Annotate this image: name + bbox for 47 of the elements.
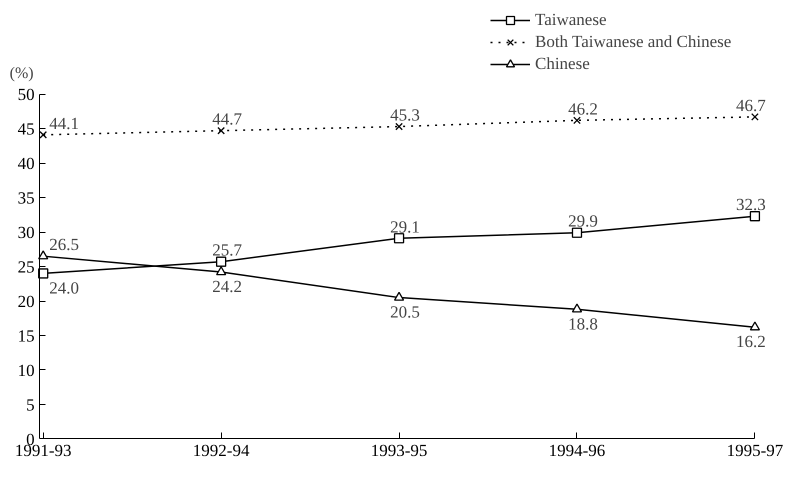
data-label: 24.2	[212, 277, 242, 296]
point	[572, 303, 582, 313]
data-label: 24.0	[49, 278, 79, 298]
legend-label: Taiwanese	[535, 10, 606, 30]
y-tick-label: 30	[18, 223, 35, 242]
y-tick-label: 45	[18, 120, 35, 139]
legend-label: Chinese	[535, 54, 590, 74]
data-label: 46.2	[568, 99, 598, 118]
point	[573, 116, 581, 124]
y-tick-label: 15	[18, 326, 35, 346]
y-axis-title: (%)	[10, 65, 34, 82]
point	[394, 292, 404, 301]
y-tick-label: 20	[18, 292, 35, 312]
data-label: 44.7	[212, 110, 243, 129]
x-tick-label: 1992-94	[192, 440, 250, 460]
data-label: 46.7	[736, 96, 766, 115]
y-tick-label: 50	[18, 85, 35, 104]
point	[394, 233, 404, 244]
y-tick-label: 5	[26, 395, 35, 414]
data-label: 29.1	[390, 217, 420, 236]
point	[395, 122, 403, 130]
data-label: 18.8	[568, 314, 598, 334]
y-tick-label: 25	[18, 258, 35, 277]
x-tick-label: 1995-97	[726, 440, 784, 460]
point	[750, 321, 760, 330]
y-tick-label: 10	[18, 360, 35, 380]
point	[750, 211, 760, 222]
point	[572, 228, 582, 238]
x-tick-label: 1994-96	[548, 440, 606, 460]
x-tick-label: 1993-95	[370, 440, 428, 460]
data-label: 45.3	[390, 106, 420, 125]
data-label: 20.5	[390, 302, 420, 322]
point	[216, 256, 226, 267]
point	[39, 130, 48, 139]
data-label: 29.9	[568, 212, 598, 231]
point	[38, 268, 48, 279]
point	[216, 266, 226, 276]
data-label: 26.5	[49, 235, 79, 254]
data-label: 32.3	[736, 195, 766, 214]
y-tick-label: 35	[18, 188, 35, 208]
data-label: 16.2	[736, 332, 766, 352]
point	[217, 126, 225, 135]
data-label: 44.1	[49, 114, 79, 133]
point	[751, 113, 759, 121]
data-label: 25.7	[212, 240, 243, 260]
y-tick-label: 40	[18, 154, 35, 174]
legend-label: Both Taiwanese and Chinese	[535, 32, 732, 52]
